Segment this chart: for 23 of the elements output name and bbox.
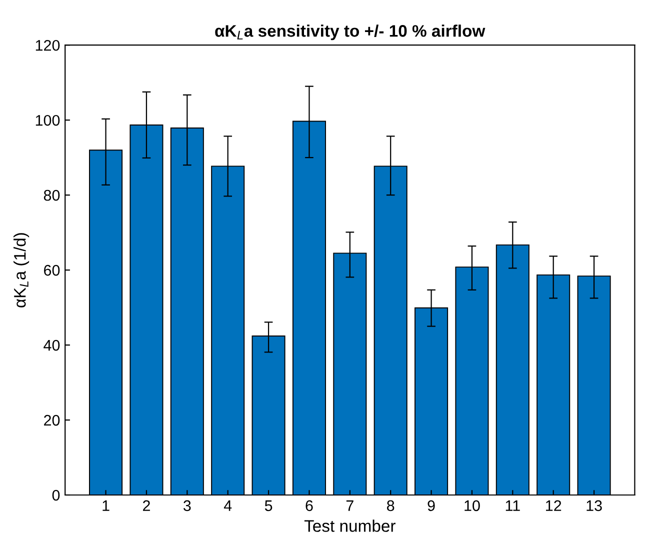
x-tick-label: 3	[183, 500, 191, 512]
x-tick-label: 7	[346, 500, 354, 511]
x-tick-label: 10	[464, 500, 480, 512]
x-tick-label: 2	[142, 500, 150, 511]
x-tick-label: 13	[586, 500, 602, 512]
y-axis-title: αK$_{L}$a (1/d)	[14, 233, 30, 308]
y-tick-label: 100	[36, 114, 60, 126]
x-tick-label: 6	[306, 500, 313, 512]
x-tick-label: 11	[506, 500, 520, 511]
y-tick-label: 80	[44, 190, 60, 201]
x-axis-title: Test number	[304, 520, 396, 532]
x-tick-label: 5	[264, 500, 272, 512]
x-tick-label: 9	[428, 500, 435, 512]
y-tick-label: 60	[44, 264, 60, 276]
x-tick-label: 1	[102, 500, 110, 511]
x-tick-label: 12	[546, 500, 562, 511]
y-tick-label: 40	[44, 340, 60, 351]
chart-title: αK$_{L}$a sensitivity to +/- 10 % airflow	[215, 24, 486, 40]
y-tick-label: 20	[44, 414, 60, 426]
y-tick-label: 120	[36, 40, 60, 51]
y-tick-label: 0	[52, 490, 60, 501]
x-tick-label: 4	[224, 500, 232, 511]
x-tick-label: 8	[387, 500, 394, 512]
